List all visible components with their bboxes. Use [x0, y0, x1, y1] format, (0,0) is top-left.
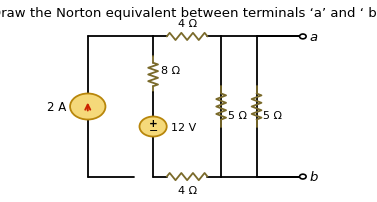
Circle shape: [300, 35, 306, 40]
Text: 2 A: 2 A: [47, 101, 66, 114]
Text: Draw the Norton equivalent between terminals ‘a’ and ‘ b ’: Draw the Norton equivalent between termi…: [0, 7, 377, 20]
Text: 8 Ω: 8 Ω: [161, 66, 181, 76]
Circle shape: [139, 117, 167, 137]
Text: a: a: [310, 31, 318, 44]
Text: 5 Ω: 5 Ω: [228, 110, 247, 120]
Text: b: b: [310, 170, 318, 183]
Circle shape: [300, 174, 306, 179]
Text: 5 Ω: 5 Ω: [264, 110, 282, 120]
Text: 12 V: 12 V: [171, 122, 196, 132]
Text: −: −: [149, 126, 158, 136]
Text: +: +: [149, 118, 158, 128]
Text: 4 Ω: 4 Ω: [178, 185, 197, 195]
Text: 4 Ω: 4 Ω: [178, 19, 197, 29]
Circle shape: [70, 94, 106, 120]
